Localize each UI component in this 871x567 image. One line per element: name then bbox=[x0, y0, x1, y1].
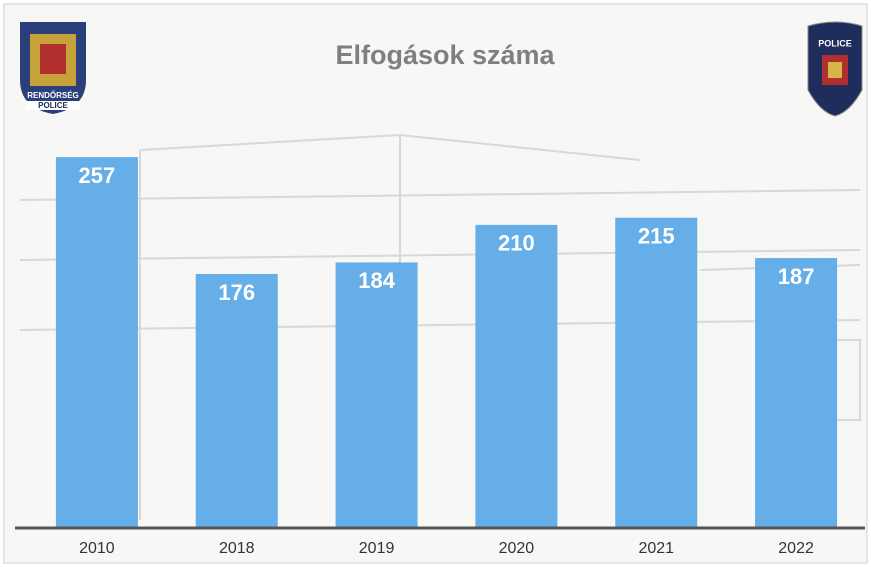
bar bbox=[475, 224, 558, 528]
data-label: 210 bbox=[498, 231, 535, 256]
data-label: 176 bbox=[218, 280, 255, 305]
chart-title: Elfogások száma bbox=[335, 40, 555, 70]
x-tick-label: 2020 bbox=[499, 540, 535, 557]
x-tick-label: 2018 bbox=[219, 540, 255, 557]
data-label: 187 bbox=[778, 264, 815, 289]
badge-text: RENDŐRSÉG bbox=[27, 91, 79, 100]
data-label: 215 bbox=[638, 223, 675, 248]
bar bbox=[755, 258, 838, 528]
data-label: 257 bbox=[79, 163, 116, 188]
x-tick-label: 2022 bbox=[778, 540, 814, 557]
x-tick-label: 2021 bbox=[638, 540, 674, 557]
bar bbox=[615, 217, 698, 528]
background bbox=[3, 3, 868, 564]
left-badge: RENDŐRSÉG POLICE bbox=[20, 22, 86, 114]
badge-text: POLICE bbox=[818, 38, 852, 48]
badge-text: POLICE bbox=[38, 101, 68, 110]
bar bbox=[55, 157, 138, 528]
x-tick-label: 2019 bbox=[359, 540, 395, 557]
bar bbox=[335, 262, 418, 528]
right-badge: POLICE bbox=[807, 21, 863, 117]
bar bbox=[195, 273, 278, 528]
data-label: 184 bbox=[358, 268, 395, 293]
x-tick-label: 2010 bbox=[79, 540, 115, 557]
